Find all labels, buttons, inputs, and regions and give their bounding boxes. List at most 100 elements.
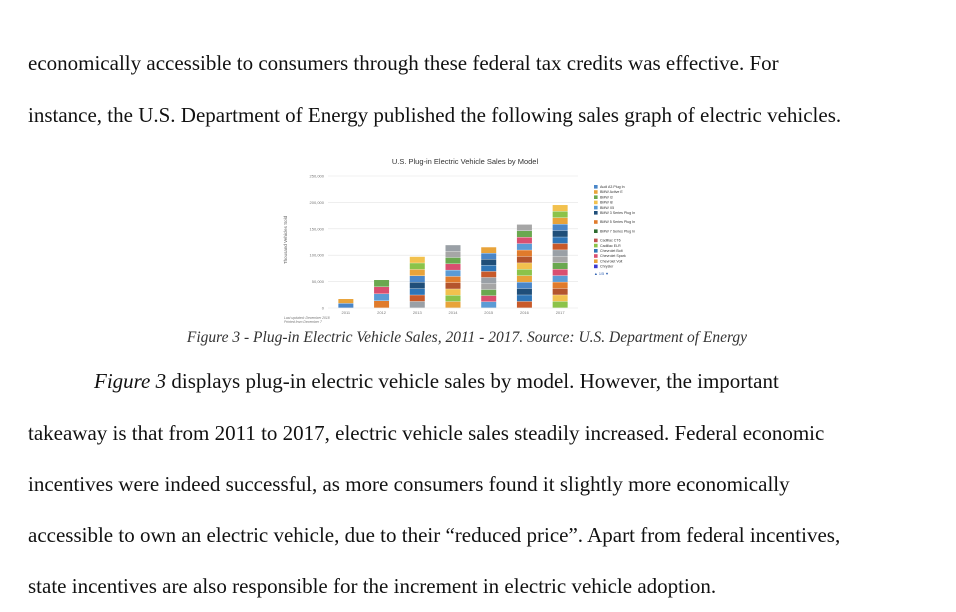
legend-label: BMW Active E	[600, 190, 623, 194]
bar-segment	[552, 230, 568, 237]
body-text-line-5: incentives were indeed successful, as mo…	[28, 472, 790, 496]
x-tick-label: 2011	[342, 310, 351, 315]
bar-segment	[445, 301, 461, 308]
legend-label: BMW i3	[600, 195, 613, 199]
legend-swatch	[594, 211, 598, 215]
legend-swatch	[594, 195, 598, 199]
bar-segment	[409, 263, 425, 270]
bar-segment	[409, 295, 425, 302]
legend-swatch	[594, 190, 598, 194]
legend-label: Cadillac CT6	[600, 239, 621, 243]
bar-segment	[338, 299, 354, 304]
bar-segment	[516, 288, 532, 295]
legend-label: BMW 3 Series Plug In	[600, 211, 635, 215]
bar-segment	[445, 257, 461, 264]
bar-segment	[374, 294, 390, 301]
bar-segment	[516, 282, 532, 289]
bar-segment	[481, 259, 497, 266]
body-text-line-3: Figure 3 displays plug-in electric vehic…	[94, 368, 779, 394]
figure-caption: Figure 3 - Plug-in Electric Vehicle Sale…	[186, 329, 748, 346]
bar-segment	[409, 275, 425, 283]
y-tick-label: 250,000	[310, 174, 325, 179]
bar-segment	[481, 271, 497, 278]
bar-segment	[552, 237, 568, 244]
bar-segment	[445, 270, 461, 277]
bar-segment	[374, 280, 390, 287]
bar-segment	[516, 237, 532, 244]
bar-segment	[481, 277, 497, 284]
legend-swatch	[594, 229, 598, 233]
y-tick-label: 200,000	[310, 200, 325, 205]
legend-swatch	[594, 185, 598, 189]
legend-label: Chevrolet Volt	[600, 259, 622, 263]
bar-segment	[409, 288, 425, 295]
bar-segment	[445, 245, 461, 252]
legend-label: Chevrolet Spark	[600, 254, 626, 258]
bar-segment	[516, 295, 532, 302]
bar-segment	[409, 282, 425, 289]
x-tick-label: 2014	[449, 310, 459, 315]
bar-segment	[516, 250, 532, 257]
chart-footnote-2: Printed from December 7	[284, 320, 322, 324]
legend-pager: ▲ 1/5 ▼	[594, 272, 609, 276]
x-tick-label: 2015	[484, 310, 494, 315]
bar-segment	[445, 295, 461, 302]
bar-segment	[552, 269, 568, 276]
bar-segment	[516, 243, 532, 250]
y-tick-label: 50,000	[312, 279, 325, 284]
bar-segment	[552, 295, 568, 302]
bar-segment	[552, 262, 568, 270]
bar-segment	[552, 275, 568, 282]
bar-segment	[338, 303, 354, 308]
bar-segment	[409, 256, 425, 263]
bar-segment	[552, 288, 568, 295]
bar-segment	[481, 253, 497, 260]
sales-chart-figure: U.S. Plug-in Electric Vehicle Sales by M…	[278, 152, 670, 326]
body-text-line-1: economically accessible to consumers thr…	[28, 51, 779, 75]
bar-segment	[552, 250, 568, 257]
body-text-line-3-rest: displays plug-in electric vehicle sales …	[166, 369, 779, 393]
ev-sales-chart: U.S. Plug-in Electric Vehicle Sales by M…	[283, 157, 635, 324]
bar-segment	[409, 269, 425, 276]
y-tick-label: 0	[322, 306, 325, 311]
legend-label: Chevrolet Bolt	[600, 249, 623, 253]
y-tick-label: 150,000	[310, 226, 325, 231]
legend-swatch	[594, 220, 598, 224]
legend-label: Audi A3 Plug In	[600, 185, 625, 189]
bar-segment	[516, 275, 532, 282]
legend-label: BMW 5 Series Plug In	[600, 220, 635, 224]
bar-segment	[516, 301, 532, 308]
bar-segment	[516, 224, 532, 231]
chart-footnote-1: Last updated: December 2018	[284, 316, 330, 320]
body-text-line-4: takeaway is that from 2011 to 2017, elec…	[28, 421, 825, 445]
legend-label: BMW 7 Series Plug In	[600, 229, 635, 233]
figure-reference: Figure 3	[94, 369, 167, 393]
legend-swatch	[594, 259, 598, 263]
bar-segment	[481, 301, 497, 308]
legend-swatch	[594, 200, 598, 205]
chart-title: U.S. Plug-in Electric Vehicle Sales by M…	[392, 157, 539, 166]
legend-label: BMW X5	[600, 206, 614, 210]
legend-label: BMW i8	[600, 201, 613, 205]
bar-segment	[516, 269, 532, 276]
legend-swatch	[594, 249, 598, 253]
x-tick-label: 2013	[413, 310, 423, 315]
bar-segment	[374, 301, 390, 308]
body-text-line-6: accessible to own an electric vehicle, d…	[28, 523, 841, 547]
bar-segment	[374, 287, 390, 294]
bar-segment	[552, 224, 568, 231]
bar-segment	[481, 295, 497, 302]
legend-swatch	[594, 243, 598, 248]
y-tick-label: 100,000	[310, 253, 325, 258]
bar-segment	[445, 276, 461, 283]
body-text-line-2: instance, the U.S. Department of Energy …	[28, 103, 842, 127]
bar-segment	[516, 263, 532, 270]
legend-label: Cadillac ELR	[600, 244, 621, 248]
x-tick-label: 2016	[520, 310, 530, 315]
legend-swatch	[594, 264, 598, 269]
bar-segment	[516, 256, 532, 263]
bar-segment	[552, 205, 568, 212]
bar-segment	[445, 282, 461, 289]
y-axis-label: Thousand Vehicles Sold	[283, 215, 288, 264]
bar-segment	[552, 243, 568, 250]
